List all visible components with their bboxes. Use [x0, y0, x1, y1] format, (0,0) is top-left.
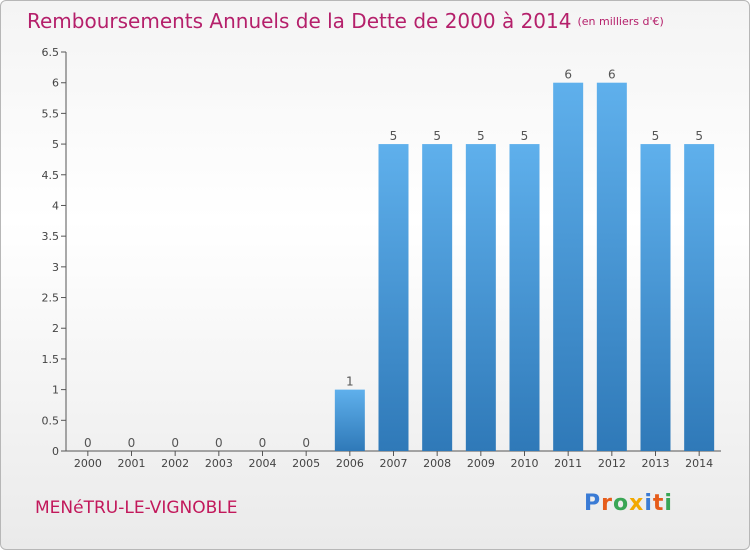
bar — [640, 144, 671, 452]
bar-value-label: 5 — [695, 129, 703, 143]
bar-value-label: 0 — [84, 436, 92, 450]
y-tick-label: 4.5 — [42, 169, 60, 182]
y-tick-label: 6 — [52, 77, 59, 90]
bar-value-label: 0 — [128, 436, 136, 450]
y-tick-label: 3.5 — [42, 230, 60, 243]
x-tick-label: 2009 — [467, 457, 495, 470]
proxiti-logo: Proxiti — [584, 491, 673, 516]
bar — [509, 144, 540, 452]
bar — [596, 82, 627, 451]
x-tick-label: 2003 — [205, 457, 233, 470]
bar-value-label: 1 — [346, 375, 354, 389]
bar — [378, 144, 409, 452]
x-tick-label: 2013 — [642, 457, 670, 470]
logo-letter: P — [584, 491, 602, 516]
x-tick-label: 2008 — [423, 457, 451, 470]
y-tick-label: 3 — [52, 261, 59, 274]
bar-value-label: 0 — [215, 436, 223, 450]
x-tick-label: 2005 — [292, 457, 320, 470]
logo-letter: i — [644, 491, 653, 516]
bar — [334, 389, 365, 451]
x-tick-label: 2014 — [685, 457, 713, 470]
bar — [422, 144, 453, 452]
bar-value-label: 5 — [477, 129, 485, 143]
bar-value-label: 0 — [302, 436, 310, 450]
y-tick-label: 5 — [52, 138, 59, 151]
bar — [553, 82, 584, 451]
bar — [684, 144, 715, 452]
x-tick-label: 2011 — [554, 457, 582, 470]
bar-value-label: 6 — [608, 68, 616, 82]
y-tick-label: 1.5 — [42, 353, 60, 366]
chart-subtitle: (en milliers d'€) — [577, 15, 664, 28]
y-tick-label: 1 — [52, 384, 59, 397]
x-tick-label: 2002 — [161, 457, 189, 470]
bar-value-label: 5 — [433, 129, 441, 143]
y-tick-label: 2 — [52, 322, 59, 335]
logo-letter: i — [664, 491, 673, 516]
x-tick-label: 2007 — [380, 457, 408, 470]
bar-value-label: 5 — [652, 129, 660, 143]
x-tick-label: 2000 — [74, 457, 102, 470]
commune-name: MENéTRU-LE-VIGNOBLE — [35, 498, 238, 518]
logo-letter: r — [601, 491, 613, 516]
logo-letter: o — [612, 491, 630, 516]
bar-value-label: 0 — [171, 436, 179, 450]
chart-axes: 0 0.5 1 1.5 2 2.5 3 3.5 4 4.5 5 5.5 6 6.5 2000 2001 2002… — [42, 46, 721, 470]
bar-value-label: 6 — [564, 68, 572, 82]
chart-title: Remboursements Annuels de la Dette de 20… — [27, 9, 664, 33]
chart-bars: 0 0 0 0 0 0 1 5 5 5 5 6 6 5 5 — [84, 68, 715, 452]
x-tick-label: 2004 — [249, 457, 277, 470]
logo-letter: t — [652, 491, 665, 516]
x-tick-label: 2006 — [336, 457, 364, 470]
x-tick-label: 2010 — [511, 457, 539, 470]
bar-value-label: 0 — [259, 436, 267, 450]
y-tick-label: 6.5 — [42, 46, 60, 59]
y-tick-label: 5.5 — [42, 107, 60, 120]
y-tick-label: 4 — [52, 199, 59, 212]
chart-title-text: Remboursements Annuels de la Dette de 20… — [27, 9, 572, 33]
logo-letter: x — [629, 491, 645, 516]
x-tick-label: 2001 — [118, 457, 146, 470]
bar — [465, 144, 496, 452]
y-tick-label: 2.5 — [42, 292, 60, 305]
bar-value-label: 5 — [521, 129, 529, 143]
bar-value-label: 5 — [390, 129, 398, 143]
y-tick-label: 0 — [52, 445, 59, 458]
x-tick-label: 2012 — [598, 457, 626, 470]
y-tick-label: 0.5 — [42, 414, 60, 427]
